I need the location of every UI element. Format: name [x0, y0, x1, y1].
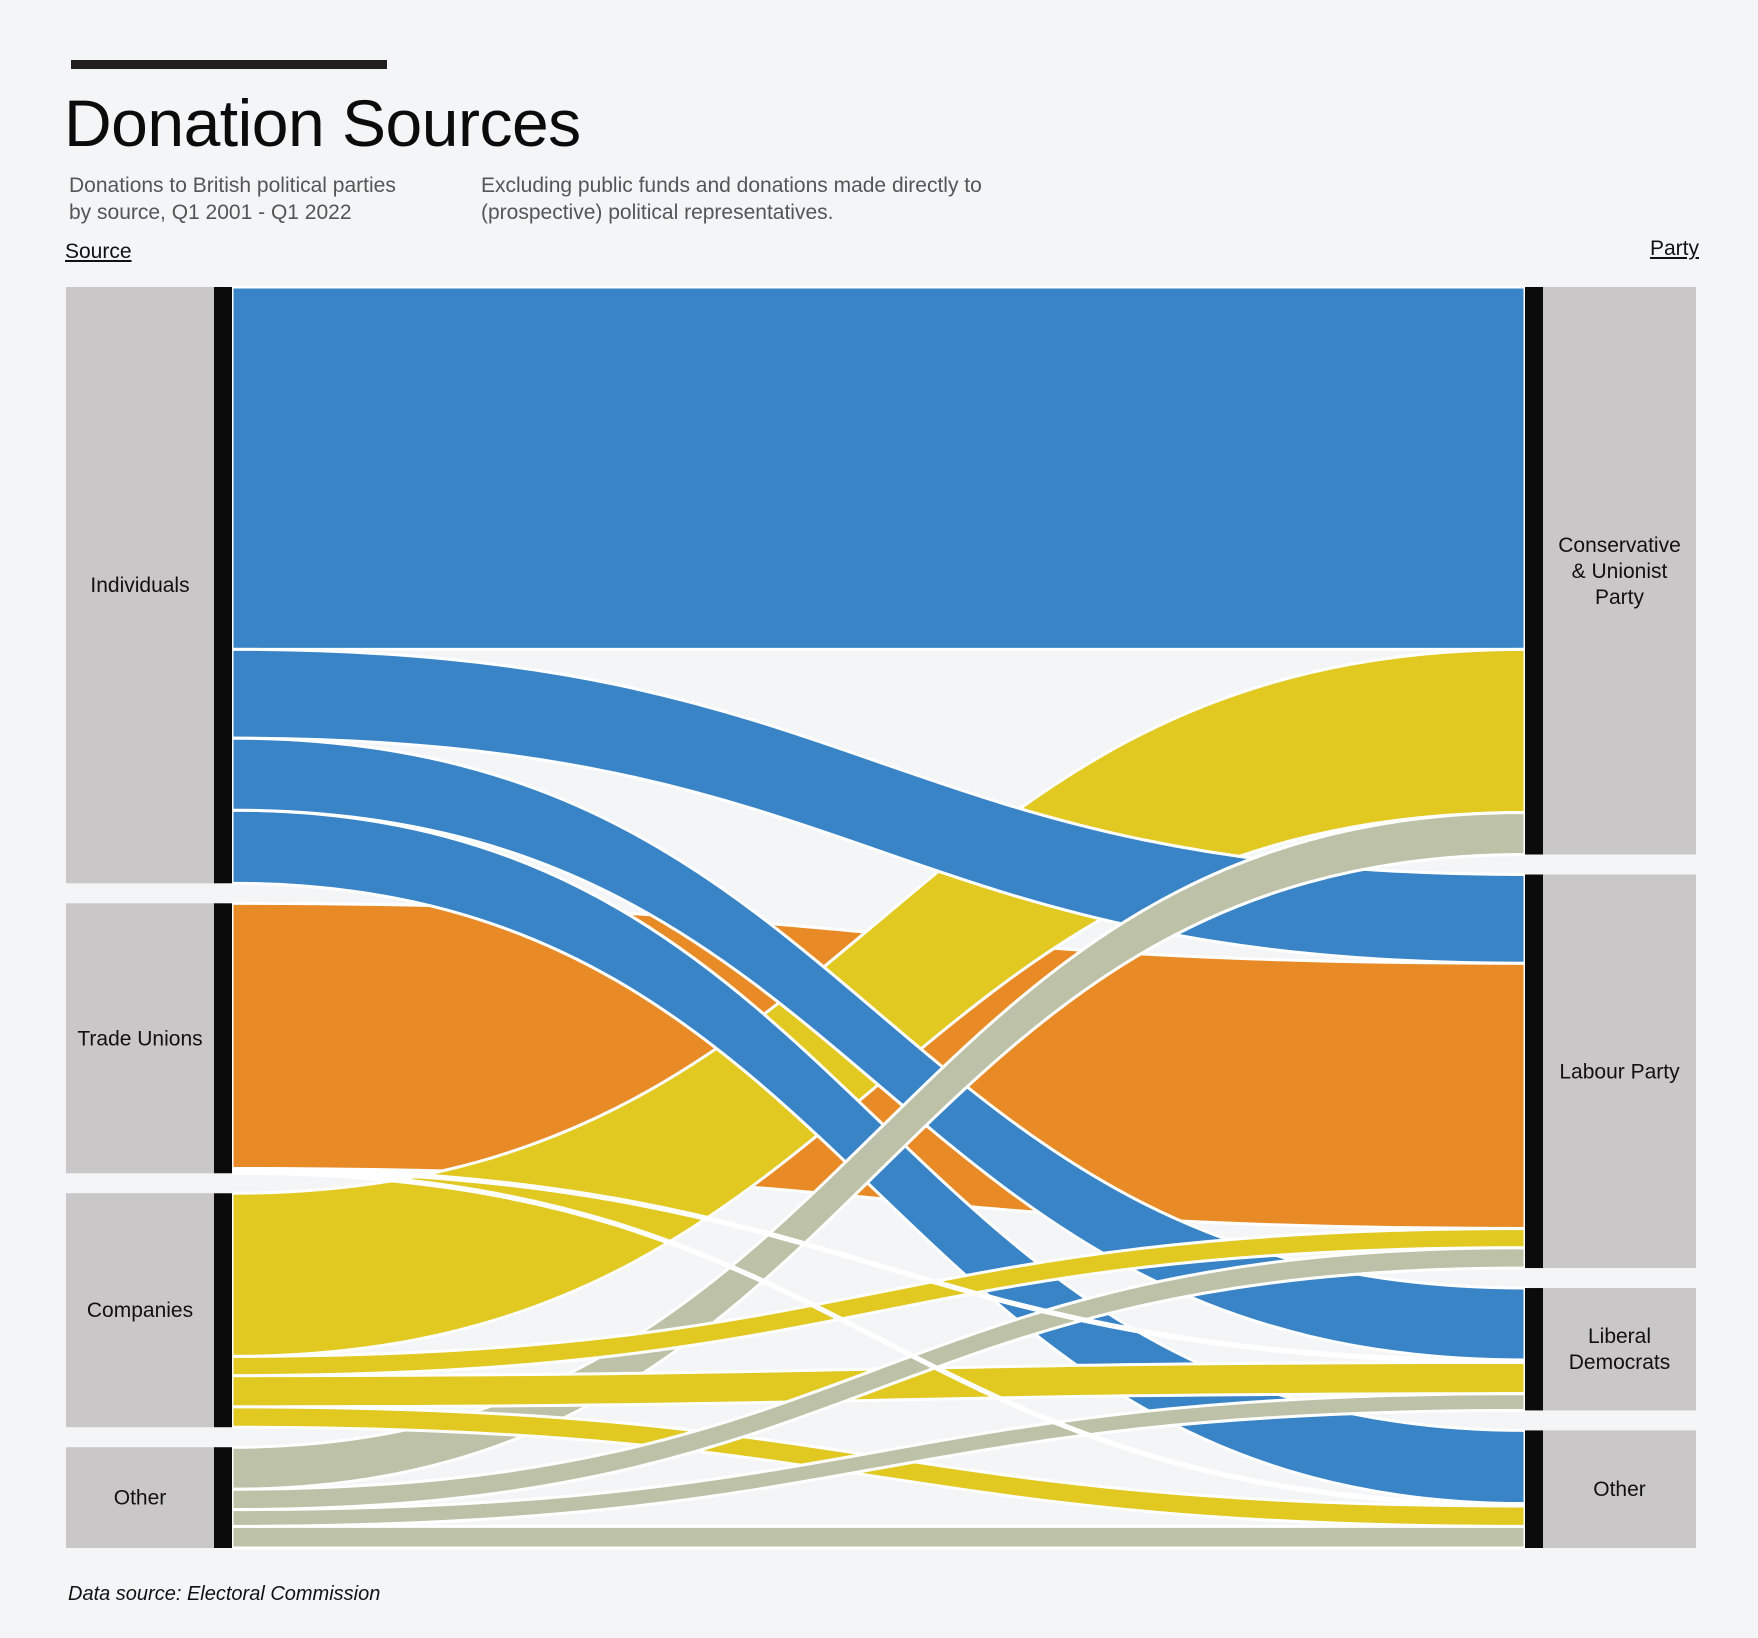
title-rule	[71, 60, 387, 69]
source-individuals-label: Individuals	[90, 574, 189, 597]
link-other-to-other	[230, 1524, 1527, 1550]
source-individuals-bar	[214, 287, 232, 884]
party-liberal-democrats-bar	[1525, 1288, 1543, 1411]
data-source-note: Data source: Electoral Commission	[68, 1583, 381, 1605]
link-individuals-to-conservative-unionist-party	[230, 285, 1527, 651]
sankey-nodes: Individuals Trade Unions Companies Other Con…	[66, 287, 1696, 1548]
party-labour-party-label: Labour Party	[1559, 1060, 1680, 1083]
link-other-to-liberal-democrats	[230, 1392, 1527, 1528]
subtitle-left-line-1: Donations to British political parties	[69, 174, 396, 197]
source-other-box	[66, 1447, 214, 1548]
party-axis-label: Party	[1649, 237, 1699, 260]
source-companies-label: Companies	[87, 1299, 193, 1322]
source-trade-unions-bar	[214, 903, 232, 1174]
party-labour-party-box	[1543, 874, 1696, 1269]
subtitle-left: Donations to British political parties b…	[69, 172, 396, 226]
party-other-bar	[1525, 1430, 1543, 1548]
party-conservative-unionist-party-box	[1543, 287, 1696, 855]
sankey-links	[230, 285, 1527, 1550]
party-labour-party-bar	[1525, 874, 1543, 1269]
party-conservative-unionist-party-label: Conservative & Unionist Party	[1558, 534, 1681, 609]
source-axis-label: Source	[65, 240, 132, 263]
source-trade-unions-box	[66, 903, 214, 1174]
source-other-bar	[214, 1447, 232, 1548]
source-other-label: Other	[114, 1487, 167, 1510]
source-companies-box	[66, 1193, 214, 1428]
source-companies-bar	[214, 1193, 232, 1428]
link-other-to-labour-party	[230, 1246, 1527, 1512]
party-liberal-democrats-label: Liberal Democrats	[1569, 1325, 1671, 1374]
source-individuals-box	[66, 287, 214, 884]
party-liberal-democrats-box	[1543, 1288, 1696, 1411]
chart-title: Donation Sources	[64, 86, 581, 160]
party-other-label: Other	[1593, 1478, 1646, 1501]
subtitle-left-line-2: by source, Q1 2001 - Q1 2022	[69, 201, 352, 224]
source-trade-unions-label: Trade Unions	[77, 1027, 202, 1050]
subtitle-right-line-2: (prospective) political representatives.	[481, 201, 834, 224]
party-conservative-unionist-party-bar	[1525, 287, 1543, 855]
subtitle-right: Excluding public funds and donations mad…	[481, 172, 982, 226]
subtitle-right-line-1: Excluding public funds and donations mad…	[481, 174, 982, 197]
party-other-box	[1543, 1430, 1696, 1548]
